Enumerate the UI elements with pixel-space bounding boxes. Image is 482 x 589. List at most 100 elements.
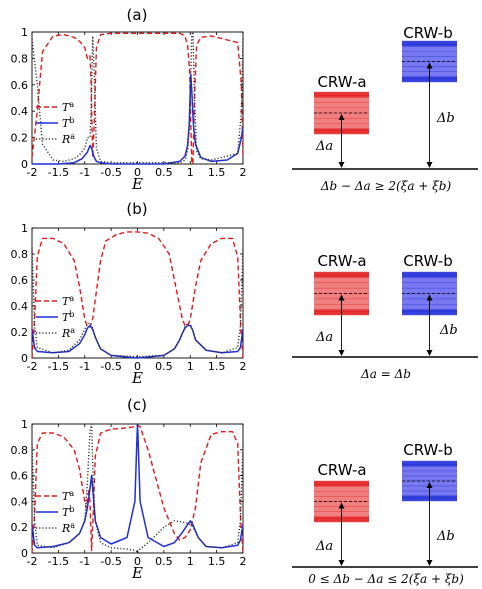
legend-label: Ta xyxy=(62,294,74,308)
delta-a-label: Δa xyxy=(315,330,333,345)
x-tick-label: 2 xyxy=(240,360,247,373)
panel-title: (c) xyxy=(127,396,147,414)
y-tick-label: 0.2 xyxy=(11,326,29,339)
series-Tb-line xyxy=(32,73,244,165)
panel-c: (c) -2 -1.5 -1 -0.5 0 0.5 1 1.5 2 0 0.2 0.4 0.6 0.8 1 E… xyxy=(11,396,478,586)
y-tick-label: 1 xyxy=(21,418,28,431)
y-tick-label: 0.6 xyxy=(11,470,29,483)
legend-label: Ta xyxy=(62,489,74,503)
x-tick-label: 1 xyxy=(187,555,194,568)
series-Ta-line xyxy=(31,424,244,554)
crw-schematic: CRW-a CRW-b Δa Δb 0 ≤ Δb − Δa ≤ 2(ξa + ξ… xyxy=(292,441,478,586)
y-tick-label: 0.2 xyxy=(11,521,29,534)
x-tick-label: -1 xyxy=(79,166,90,179)
y-tick-label: 1 xyxy=(21,222,28,235)
x-tick-label: 2 xyxy=(240,555,247,568)
x-tick-label: -1.5 xyxy=(48,555,69,568)
x-tick-label: 0 xyxy=(134,555,141,568)
x-tick-label: 1.5 xyxy=(208,360,226,373)
x-tick-label: -2 xyxy=(27,555,38,568)
x-axis-label: E xyxy=(131,175,143,193)
series-Ra-line xyxy=(31,247,244,358)
x-tick-label: 1 xyxy=(187,166,194,179)
x-tick-label: 0.5 xyxy=(155,555,173,568)
y-tick-label: 0.4 xyxy=(11,105,29,118)
x-tick-label: -0.5 xyxy=(100,555,121,568)
delta-a-label: Δa xyxy=(315,539,333,554)
x-tick-label: 0 xyxy=(134,166,141,179)
crw-b-label: CRW-b xyxy=(403,24,452,42)
transmission-plot: -2 -1.5 -1 -0.5 0 0.5 1 1.5 2 0 0.2 0.4 0.6 0.8 1 E Ta Tb… xyxy=(11,222,247,387)
condition-label: 0 ≤ Δb − Δa ≤ 2(ξa + ξb) xyxy=(308,572,464,586)
y-tick-label: 0.8 xyxy=(11,248,29,261)
crw-a-arrowhead xyxy=(338,162,345,168)
x-tick-label: 0 xyxy=(134,360,141,373)
crw-a-arrowhead xyxy=(338,502,345,509)
crw-a-arrowhead xyxy=(338,560,345,566)
crw-a-label: CRW-a xyxy=(317,73,366,91)
crw-a-arrowhead xyxy=(338,350,345,356)
series-Ra-line xyxy=(31,423,244,554)
crw-a-label: CRW-a xyxy=(317,461,366,479)
legend-label: Tb xyxy=(62,505,74,519)
y-tick-label: 0.4 xyxy=(11,495,29,508)
legend-label: Ra xyxy=(61,326,75,340)
delta-b-label: Δb xyxy=(439,323,458,338)
x-tick-label: 0.5 xyxy=(155,166,173,179)
x-tick-label: 0.5 xyxy=(155,360,173,373)
delta-b-label: Δb xyxy=(436,111,455,126)
delta-b-label: Δb xyxy=(436,529,455,544)
x-tick-label: -2 xyxy=(27,166,38,179)
y-tick-label: 0.4 xyxy=(11,300,29,313)
crw-a-arrowhead xyxy=(338,294,345,301)
x-tick-label: -1 xyxy=(79,360,90,373)
crw-b-label: CRW-b xyxy=(403,252,452,270)
y-tick-label: 0.8 xyxy=(11,444,29,457)
series-Ta-line xyxy=(31,231,244,359)
x-tick-label: -1.5 xyxy=(48,360,69,373)
legend-label: Ra xyxy=(61,521,75,535)
x-tick-label: -0.5 xyxy=(100,166,121,179)
x-tick-label: 1.5 xyxy=(208,166,226,179)
y-tick-label: 0 xyxy=(21,547,28,560)
delta-a-label: Δa xyxy=(315,139,333,154)
y-tick-label: 0 xyxy=(21,158,28,171)
x-tick-label: -0.5 xyxy=(100,360,121,373)
x-tick-label: -1.5 xyxy=(48,166,69,179)
transmission-plot: -2 -1.5 -1 -0.5 0 0.5 1 1.5 2 0 0.2 0.4 0.6 0.8 1 E Ta Tb… xyxy=(11,418,247,582)
crw-a-label: CRW-a xyxy=(317,252,366,270)
crw-b-label: CRW-b xyxy=(403,441,452,459)
condition-label: Δa = Δb xyxy=(360,367,411,381)
y-tick-label: 0.8 xyxy=(11,52,29,65)
series-Tb-line xyxy=(31,424,244,549)
crw-a-arrowhead xyxy=(338,114,345,120)
transmission-plot: -2 -1.5 -1 -0.5 0 0.5 1 1.5 2 0 0.2 0.4 0.6 0.8 1 E Ta Tb… xyxy=(11,26,247,193)
x-tick-label: -1 xyxy=(79,555,90,568)
crw-b-arrowhead xyxy=(426,560,433,566)
x-tick-label: 2 xyxy=(240,166,247,179)
legend-label: Ta xyxy=(62,100,74,114)
crw-b-arrowhead xyxy=(426,482,433,488)
y-tick-label: 0 xyxy=(21,352,28,365)
y-tick-label: 1 xyxy=(21,26,28,39)
x-tick-label: 1.5 xyxy=(208,555,226,568)
crw-b-arrowhead xyxy=(426,162,433,168)
series-Ra-line xyxy=(31,31,244,164)
panel-b: (b) -2 -1.5 -1 -0.5 0 0.5 1 1.5 2 0 0.2 0.4 0.6 0.8 1 E… xyxy=(11,200,478,387)
crw-schematic: CRW-a CRW-b Δa Δb Δa = Δb xyxy=(292,252,478,381)
y-tick-label: 0.6 xyxy=(11,274,29,287)
crw-b-arrowhead xyxy=(426,62,433,69)
panel-title: (b) xyxy=(126,200,147,218)
x-axis-label: E xyxy=(131,369,143,387)
x-axis-label: E xyxy=(131,564,143,582)
series-Ta-line xyxy=(31,32,244,165)
legend-label: Ra xyxy=(61,132,75,146)
y-tick-label: 0.6 xyxy=(11,79,29,92)
legend-label: Tb xyxy=(62,310,74,324)
x-tick-label: 1 xyxy=(187,360,194,373)
condition-label: Δb − Δa ≥ 2(ξa + ξb) xyxy=(320,179,452,193)
crw-schematic: CRW-a CRW-b Δa Δb Δb − Δa ≥ 2(ξa + ξb) xyxy=(292,24,478,193)
panel-title: (a) xyxy=(127,6,148,24)
x-tick-label: -2 xyxy=(27,360,38,373)
